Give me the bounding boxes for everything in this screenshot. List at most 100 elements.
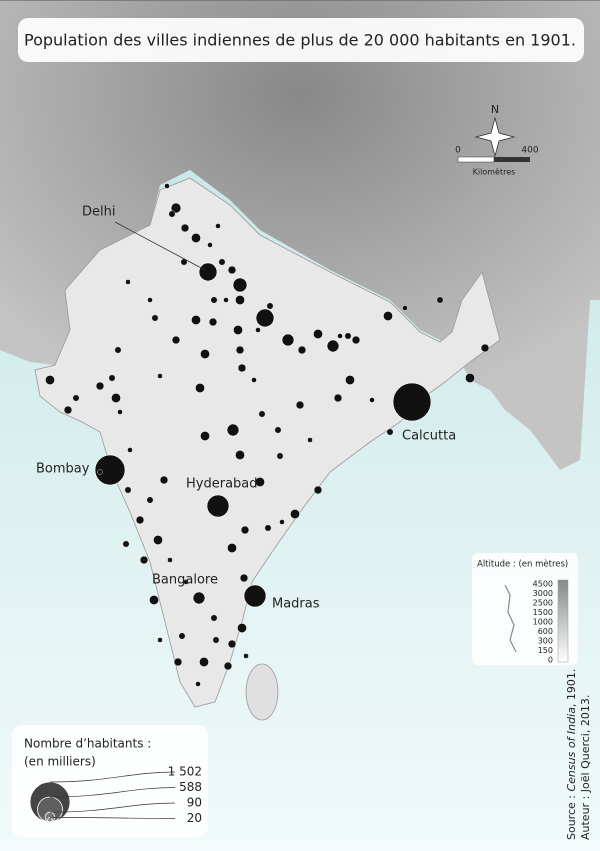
city-dot: [139, 555, 149, 565]
city-dot: [239, 573, 249, 583]
city-dot: [207, 242, 213, 248]
altitude-title: Altitude : (en mètres): [477, 559, 568, 570]
city-dot: [168, 210, 176, 218]
city-dot: [180, 223, 190, 233]
altitude-level: 1500: [533, 608, 553, 617]
city-dot: [210, 614, 218, 622]
city-dot: [191, 233, 201, 243]
city-dot: [159, 475, 169, 485]
city-dot: [157, 637, 163, 643]
source-work: Census of India: [565, 707, 578, 792]
city-dot: [127, 447, 133, 453]
scale-unit: Kilomètres: [473, 167, 516, 177]
altitude-level: 4500: [533, 580, 553, 589]
north-label: N: [491, 103, 499, 116]
city-label: Delhi: [82, 205, 115, 220]
altitude-level: 300: [538, 637, 553, 646]
city-dot: [45, 375, 55, 385]
city-dot: [192, 591, 206, 605]
city-dot: [206, 494, 230, 518]
city-dot: [97, 469, 103, 475]
population-legend: Nombre d’habitants : (en milliers) 1 502…: [12, 725, 208, 837]
city-dot: [436, 296, 444, 304]
city-dot: [208, 317, 218, 327]
legend-subtitle: (en milliers): [24, 755, 96, 769]
city-dot: [218, 258, 226, 266]
city-dot: [233, 325, 243, 335]
city-dot: [295, 400, 305, 410]
city-dot: [369, 397, 375, 403]
city-dot: [114, 346, 122, 354]
city-dot: [135, 515, 145, 525]
altitude-level: 2500: [533, 599, 553, 608]
city-dot: [95, 381, 105, 391]
city-dot: [183, 579, 189, 585]
city-dot: [63, 405, 73, 415]
city-dot: [223, 661, 233, 671]
city-dot: [117, 409, 123, 415]
city-dot: [255, 477, 265, 487]
city-dot: [215, 223, 221, 229]
city-dot: [171, 335, 181, 345]
city-dot: [153, 535, 163, 545]
north-relief: [0, 0, 600, 470]
city-dots: [45, 183, 490, 687]
city-dot: [199, 657, 209, 667]
city-dot: [313, 329, 323, 339]
scale-label: 0: [455, 146, 461, 156]
city-dot: [226, 423, 240, 437]
city-dot: [227, 639, 237, 649]
city-dot: [173, 657, 183, 667]
source: Source : Census of India, 1901.: [565, 669, 578, 840]
city-dot: [227, 265, 237, 275]
altitude-level: 3000: [533, 589, 553, 598]
city-dot: [465, 373, 475, 383]
city-dot: [337, 333, 343, 339]
legend-leader: [49, 817, 176, 819]
city-dot: [307, 437, 313, 443]
city-dot: [235, 345, 245, 355]
city-dot: [195, 383, 205, 393]
city-dot: [212, 636, 220, 644]
city-dot: [344, 332, 352, 340]
leader: [114, 221, 206, 271]
city-dot: [386, 428, 394, 436]
city-dot: [147, 297, 153, 303]
legend-leader: [49, 787, 176, 798]
legend-label: 20: [187, 811, 202, 825]
city-dot: [345, 375, 355, 385]
city-dot: [195, 681, 201, 687]
legend-leader: [49, 771, 176, 783]
legend-circle: [47, 816, 53, 823]
city-dot: [124, 486, 132, 494]
city-dot: [151, 314, 159, 322]
city-dot: [164, 183, 170, 189]
city-dot: [167, 557, 173, 563]
altitude-legend: Altitude : (en mètres) 45003000250015001…: [472, 553, 578, 665]
city-dot: [392, 382, 432, 422]
city-dot: [111, 393, 121, 403]
city-dot: [264, 524, 272, 532]
city-dot: [240, 525, 250, 535]
altitude-level: 600: [538, 627, 553, 636]
city-dot: [94, 454, 126, 486]
city-dot: [227, 543, 237, 553]
compass: N 0 400 Kilomètres: [455, 103, 539, 177]
city-dot: [122, 540, 130, 548]
city-dot: [146, 496, 154, 504]
city-dot: [279, 519, 285, 525]
city-dot: [108, 374, 116, 382]
city-dot: [243, 653, 249, 659]
city-dot: [235, 450, 245, 460]
source-prefix: Source :: [565, 792, 578, 840]
city-dot: [258, 410, 266, 418]
city-dot: [232, 277, 248, 293]
city-dot: [274, 426, 282, 434]
city-label: Bombay: [36, 462, 90, 477]
legend-label: 90: [187, 796, 202, 810]
city-dot: [157, 373, 163, 379]
city-dot: [200, 431, 210, 441]
city-dot: [276, 452, 284, 460]
city-dot: [210, 296, 218, 304]
